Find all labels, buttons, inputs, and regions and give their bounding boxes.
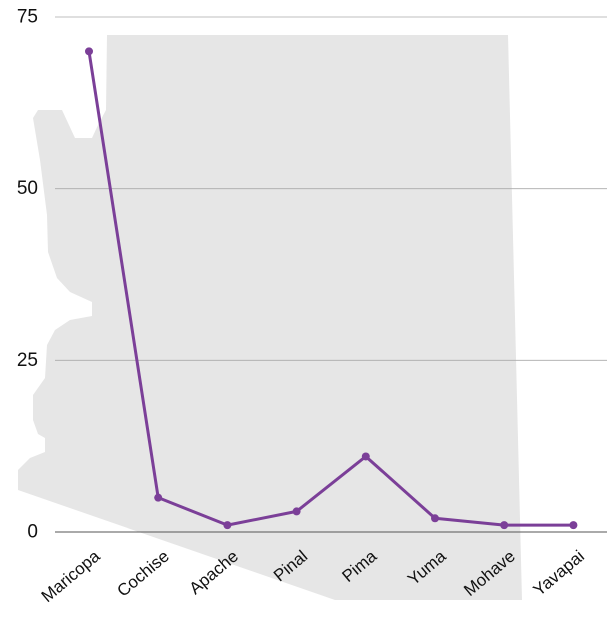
arizona-shape-background [18, 35, 522, 600]
data-point [361, 452, 370, 461]
x-tick-label: Maricopa [38, 546, 104, 606]
y-tick-label: 25 [17, 350, 38, 371]
y-axis: 0 25 50 75 [17, 7, 38, 543]
data-point [569, 521, 578, 530]
data-point [154, 493, 163, 502]
data-point [500, 521, 509, 530]
x-tick-label: Cochise [114, 547, 173, 601]
x-tick-label: Yavapai [530, 547, 588, 600]
y-tick-label: 0 [27, 522, 38, 543]
data-point [223, 521, 232, 530]
data-point [431, 514, 439, 523]
y-tick-label: 50 [17, 178, 38, 199]
gridlines [55, 16, 607, 533]
y-tick-label: 75 [17, 7, 38, 28]
data-point [292, 507, 301, 516]
series-line [87, 51, 574, 527]
data-point [85, 47, 93, 56]
series-line-group [85, 47, 578, 530]
